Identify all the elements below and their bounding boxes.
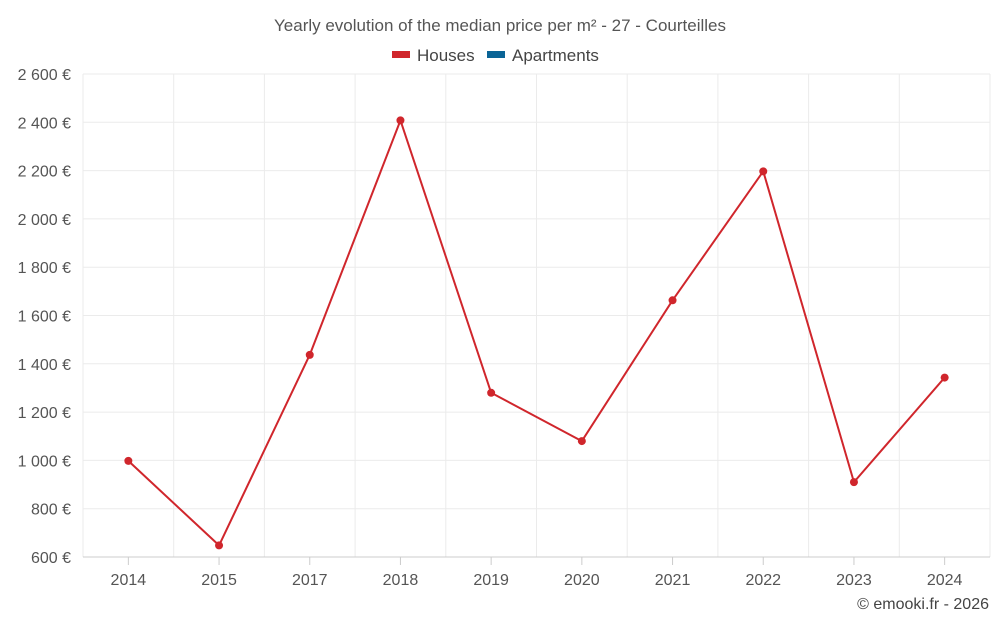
series-houses <box>124 116 949 550</box>
x-tick-label: 2018 <box>383 572 419 589</box>
x-tick-label: 2022 <box>745 572 781 589</box>
data-point-houses[interactable] <box>849 478 858 487</box>
legend: Houses Apartments <box>392 46 599 65</box>
y-tick-label: 1 000 € <box>18 453 71 470</box>
y-tick-label: 1 400 € <box>18 357 71 374</box>
legend-swatch-apartments <box>487 51 505 58</box>
y-tick-label: 600 € <box>31 550 71 567</box>
x-tick-label: 2021 <box>655 572 691 589</box>
y-tick-label: 2 000 € <box>18 212 71 229</box>
y-tick-label: 1 200 € <box>18 405 71 422</box>
x-axis-ticks: 2014 2015 2017 2018 2019 2020 2021 2022 2023 2024 <box>111 557 963 589</box>
legend-item-apartments[interactable]: Apartments <box>487 46 599 65</box>
x-tick-label: 2019 <box>473 572 509 589</box>
legend-label-houses: Houses <box>417 46 475 65</box>
y-tick-label: 1 600 € <box>18 309 71 326</box>
data-point-houses[interactable] <box>759 167 768 176</box>
x-tick-label: 2014 <box>111 572 147 589</box>
vertical-gridlines <box>82 74 991 557</box>
y-tick-label: 1 800 € <box>18 260 71 277</box>
y-axis-ticks: 600 € 800 € 1 000 € 1 200 € 1 400 € 1 600 € 1 … <box>18 67 71 567</box>
y-tick-label: 2 400 € <box>18 115 71 132</box>
data-point-houses[interactable] <box>124 456 133 465</box>
data-point-houses[interactable] <box>396 116 405 125</box>
x-tick-label: 2017 <box>292 572 328 589</box>
x-tick-label: 2015 <box>201 572 237 589</box>
data-point-houses[interactable] <box>487 388 496 397</box>
credit-text: © emooki.fr - 2026 <box>857 596 989 613</box>
chart-title: Yearly evolution of the median price per… <box>274 16 726 35</box>
x-tick-label: 2024 <box>927 572 963 589</box>
y-tick-label: 2 200 € <box>18 164 71 181</box>
data-point-houses[interactable] <box>940 373 949 382</box>
legend-item-houses[interactable]: Houses <box>392 46 475 65</box>
x-tick-label: 2023 <box>836 572 872 589</box>
y-tick-label: 800 € <box>31 502 71 519</box>
x-tick-label: 2020 <box>564 572 600 589</box>
data-point-houses[interactable] <box>668 296 677 305</box>
series-line-houses <box>127 119 946 547</box>
data-point-houses[interactable] <box>577 437 586 446</box>
data-point-houses[interactable] <box>305 350 314 359</box>
data-point-houses[interactable] <box>215 541 224 550</box>
legend-label-apartments: Apartments <box>512 46 599 65</box>
legend-swatch-houses <box>392 51 410 58</box>
y-tick-label: 2 600 € <box>18 67 71 84</box>
